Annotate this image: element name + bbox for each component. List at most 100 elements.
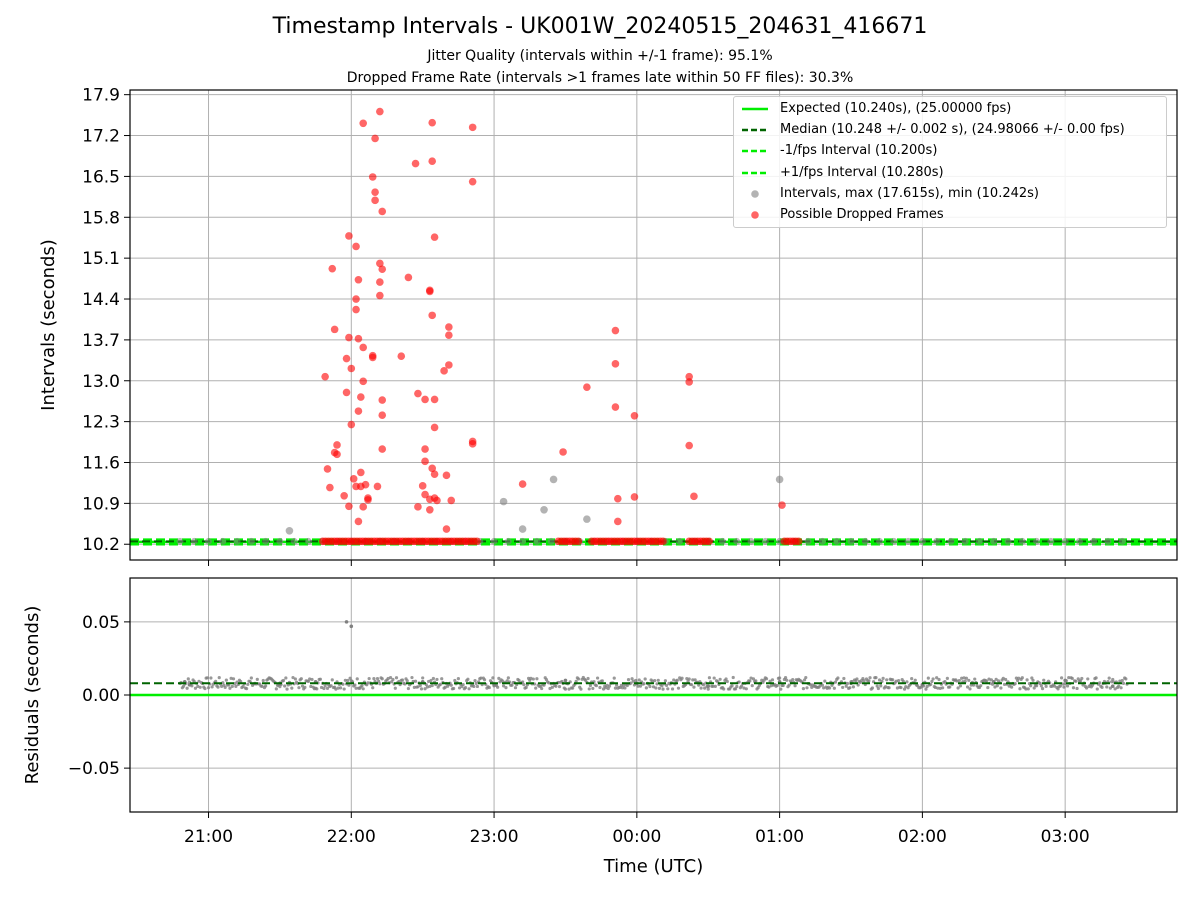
y-tick-label: 16.5 [82, 167, 120, 187]
residual-point [456, 677, 460, 681]
residual-point [186, 677, 190, 681]
dropped-frame-point [342, 354, 351, 363]
residual-point [657, 686, 662, 690]
residual-point [701, 683, 706, 687]
residual-point [751, 677, 756, 681]
residual-point [775, 683, 779, 688]
residual-point [1029, 684, 1033, 688]
interval-point [519, 537, 527, 545]
interval-point [499, 497, 508, 506]
interval-point [761, 537, 769, 545]
residual-point [643, 677, 647, 681]
residual-point [767, 685, 771, 689]
residual-point [1062, 685, 1066, 689]
residual-point [712, 676, 716, 680]
residual-point [711, 684, 715, 688]
residual-point [1020, 676, 1024, 680]
interval-point [233, 537, 241, 545]
residual-point [733, 687, 738, 691]
residual-point [664, 683, 669, 688]
residual-point [675, 678, 679, 682]
legend-symbol [742, 150, 768, 153]
residual-point [231, 677, 236, 681]
residual-point [661, 687, 665, 691]
dropped-frame-point [433, 496, 441, 505]
interval-point [547, 537, 555, 545]
residual-point [1108, 686, 1112, 690]
y-tick-label: 15.1 [82, 249, 120, 269]
residual-point [303, 685, 307, 689]
dropped-frame-point [397, 352, 406, 361]
residual-point [299, 677, 303, 681]
residual-point [400, 678, 405, 682]
residual-point [1018, 687, 1022, 691]
dropped-frame-point [368, 353, 377, 362]
residual-point [329, 684, 333, 688]
dropped-frame-point [442, 471, 451, 480]
dropped-frame-subtitle: Dropped Frame Rate (intervals >1 frames … [346, 70, 854, 86]
residual-point [844, 684, 848, 688]
residual-point [591, 686, 595, 691]
interval-point [176, 537, 184, 545]
residual-point [666, 687, 670, 691]
residual-point [874, 676, 878, 680]
residual-point [744, 687, 748, 691]
residual-point [405, 679, 409, 683]
dropped-frame-point [357, 468, 365, 477]
residual-point [693, 678, 697, 682]
residual-point [737, 680, 741, 684]
residual-point [1107, 676, 1111, 680]
residual-point [1063, 681, 1067, 686]
residual-point [474, 681, 478, 685]
dropped-frame-point [421, 490, 429, 499]
residual-point [739, 684, 744, 688]
interval-point [219, 537, 227, 545]
residual-point [706, 687, 710, 691]
legend-symbol [751, 189, 759, 198]
y-tick-label: 10.9 [82, 494, 120, 514]
dropped-frame-point [352, 295, 360, 303]
residual-point [925, 684, 929, 689]
dropped-frame-point [685, 441, 693, 450]
interval-point [262, 537, 270, 545]
residual-point [692, 685, 696, 689]
residual-point [836, 676, 840, 680]
dropped-frame-point [421, 457, 429, 466]
dropped-frame-point [364, 494, 372, 502]
residual-point [655, 682, 659, 686]
residual-point [497, 676, 501, 680]
residual-point [371, 686, 375, 690]
residual-point [896, 678, 901, 683]
x-tick-label: 02:00 [898, 827, 947, 847]
dropped-frame-point [421, 395, 429, 404]
residual-point [769, 684, 773, 688]
dropped-frame-point [430, 395, 439, 404]
dropped-frame-point [352, 242, 360, 251]
residual-point [630, 677, 634, 681]
residual-point [255, 677, 259, 681]
residual-point [730, 684, 734, 688]
legend-item: +1/fps Interval (10.280s) [734, 163, 1166, 183]
residual-point [841, 685, 845, 690]
interval-point [947, 537, 955, 545]
dropped-frame-point [614, 494, 622, 503]
dropped-frame-point [326, 483, 334, 492]
residual-point [642, 682, 646, 686]
residual-point [941, 686, 945, 690]
dropped-frame-point [354, 517, 363, 526]
dropped-frame-point [359, 343, 367, 352]
residual-point [754, 679, 758, 683]
residual-point [899, 685, 903, 690]
residual-point [393, 686, 397, 690]
residual-point [463, 686, 468, 690]
residual-point [1035, 684, 1039, 688]
residual-point [440, 677, 444, 681]
residual-point [244, 686, 249, 691]
residual-point [648, 684, 652, 689]
residual-point [534, 686, 538, 690]
residual-point [1105, 685, 1109, 689]
y-tick-label: 11.6 [82, 453, 120, 473]
residual-point [1002, 682, 1007, 687]
residual-point [1001, 676, 1005, 680]
dropped-frame-point [328, 264, 337, 273]
